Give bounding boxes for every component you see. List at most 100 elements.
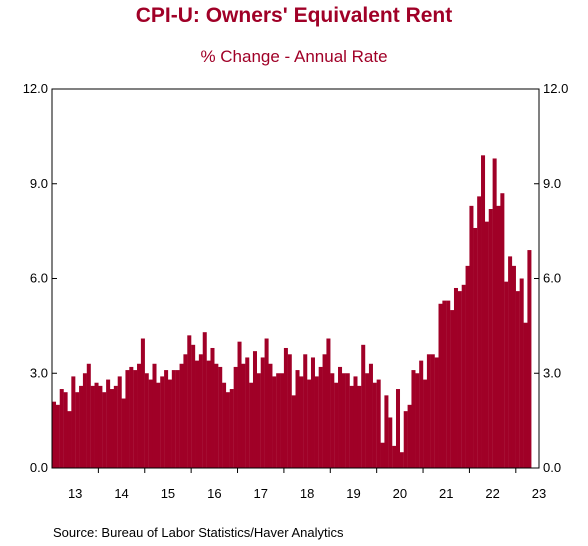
bar (187, 335, 192, 468)
bar (403, 411, 408, 468)
bar (140, 338, 145, 468)
bar (423, 379, 428, 468)
bar (245, 357, 250, 468)
bar (453, 287, 458, 468)
bar (156, 382, 161, 468)
x-tick-label: 18 (300, 486, 314, 501)
bar (438, 303, 443, 468)
bar (125, 370, 130, 468)
bar (357, 385, 362, 468)
x-tick-label: 17 (253, 486, 267, 501)
bar (210, 347, 215, 468)
bar (183, 354, 188, 468)
bar (365, 373, 370, 468)
bar (63, 392, 68, 468)
bar (442, 300, 447, 468)
bar (473, 227, 478, 468)
bar (411, 370, 416, 468)
bar (75, 392, 80, 468)
bar (137, 363, 142, 468)
bar (446, 300, 451, 468)
bar (82, 373, 87, 468)
bar (318, 366, 323, 468)
bar (361, 344, 366, 468)
bar (415, 373, 420, 468)
bar (214, 363, 219, 468)
bar (179, 363, 184, 468)
bar (252, 351, 257, 468)
bar (295, 370, 300, 468)
bar (450, 310, 455, 468)
chart-title: CPI-U: Owners' Equivalent Rent (135, 4, 453, 27)
x-tick-label: 13 (68, 486, 82, 501)
chart-subtitle: % Change - Annual Rate (200, 47, 388, 66)
bar (175, 370, 180, 468)
bar (380, 442, 385, 468)
x-tick-label: 23 (532, 486, 546, 501)
bar (291, 395, 296, 468)
bar (461, 284, 466, 468)
bar (504, 281, 509, 468)
bar (52, 401, 57, 468)
bar (191, 344, 196, 468)
bar (508, 256, 513, 468)
bar (303, 354, 308, 468)
bar (109, 389, 114, 468)
bar (152, 363, 157, 468)
bar (399, 452, 404, 468)
bars-layer (52, 155, 532, 469)
bar (492, 158, 497, 469)
bar (488, 209, 493, 468)
y-tick-label-left: 12.0 (23, 81, 48, 96)
bar (272, 376, 277, 468)
bar (338, 366, 343, 468)
bar (426, 354, 431, 468)
bar (229, 389, 234, 468)
bar (465, 265, 470, 468)
bar (287, 354, 292, 468)
bar (59, 389, 64, 468)
bar (241, 363, 246, 468)
bar (496, 205, 501, 469)
bar (98, 385, 103, 468)
bar (133, 370, 138, 468)
bar (500, 193, 505, 469)
bar (349, 385, 354, 468)
axes-layer: 0.0 0.0 3.0 3.0 6.0 6.0 9.0 9.0 12.0 12.0 13 14 15 16… (23, 81, 569, 501)
x-tick-label: 22 (485, 486, 499, 501)
bar (368, 363, 373, 468)
bar (419, 360, 424, 468)
bar (148, 379, 153, 468)
bar (353, 376, 358, 468)
bar (283, 347, 288, 468)
x-tick-label: 14 (114, 486, 128, 501)
bar (102, 392, 107, 468)
y-tick-label-right: 0.0 (543, 460, 561, 475)
bar (55, 404, 60, 468)
y-tick-label-right: 12.0 (543, 81, 568, 96)
bar (206, 360, 211, 468)
bar (129, 366, 134, 468)
bar (515, 291, 520, 468)
bar (430, 354, 435, 468)
bar (457, 291, 462, 468)
bar (310, 357, 315, 468)
bar (167, 379, 172, 468)
bar (264, 338, 269, 468)
bar (280, 373, 285, 468)
bar (164, 370, 169, 468)
bar (519, 278, 524, 468)
bar (341, 373, 346, 468)
bar (434, 357, 439, 468)
bar (225, 392, 230, 468)
bar (106, 379, 111, 468)
x-tick-label: 16 (207, 486, 221, 501)
bar (395, 389, 401, 468)
bar (86, 363, 91, 468)
bar (121, 398, 126, 468)
source-note: Source: Bureau of Labor Statistics/Haver… (53, 525, 344, 540)
bar (222, 382, 227, 468)
bar (94, 382, 99, 468)
bar (345, 373, 350, 468)
